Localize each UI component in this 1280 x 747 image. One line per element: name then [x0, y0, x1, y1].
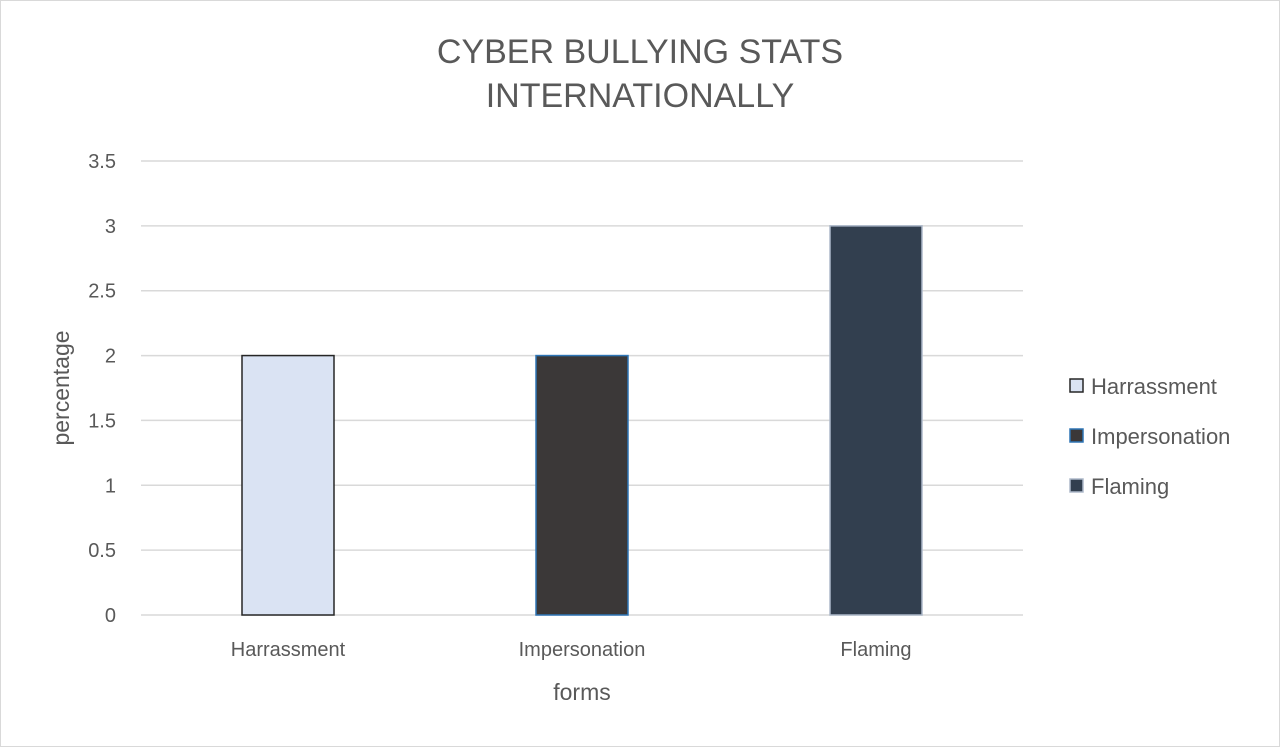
x-tick-label: Flaming: [840, 639, 911, 661]
legend-item: Flaming: [1069, 474, 1169, 499]
chart-title-line-2: INTERNATIONALLY: [485, 77, 795, 115]
bar-flaming: [829, 225, 923, 616]
legend-label: Impersonation: [1091, 424, 1230, 449]
y-tick-label: 2: [105, 346, 116, 368]
legend-swatch: [1069, 378, 1084, 393]
legend-label: Harrassment: [1091, 374, 1217, 399]
y-tick-label: 1: [105, 475, 116, 497]
legend-swatch: [1069, 478, 1084, 493]
legend-swatch: [1069, 428, 1084, 443]
chart-title-line-1: CYBER BULLYING STATS: [436, 33, 844, 71]
x-axis-ticks: Harrassment Impersonation Flaming: [231, 639, 912, 661]
y-axis-title: percentage: [48, 330, 74, 445]
legend-item: Harrassment: [1069, 374, 1217, 399]
y-tick-label: 3: [105, 216, 116, 238]
x-tick-label: Harrassment: [231, 639, 346, 661]
x-tick-label: Impersonation: [519, 639, 646, 661]
bars: [241, 225, 923, 616]
y-tick-label: 3.5: [88, 151, 116, 173]
y-tick-label: 0: [105, 605, 116, 627]
bar-harrassment: [241, 354, 335, 616]
legend: Harrassment Impersonation Flaming: [1069, 374, 1230, 499]
y-tick-label: 0.5: [88, 540, 116, 562]
y-tick-label: 1.5: [88, 410, 116, 432]
legend-label: Flaming: [1091, 474, 1169, 499]
chart-title: CYBER BULLYING STATS INTERNATIONALLY: [0, 30, 1280, 118]
bar-impersonation: [535, 354, 629, 616]
x-axis-title: forms: [553, 679, 611, 705]
legend-item: Impersonation: [1069, 424, 1230, 449]
y-tick-label: 2.5: [88, 281, 116, 303]
y-axis-ticks: 0 0.5 1 1.5 2 2.5 3 3.5: [88, 151, 116, 627]
